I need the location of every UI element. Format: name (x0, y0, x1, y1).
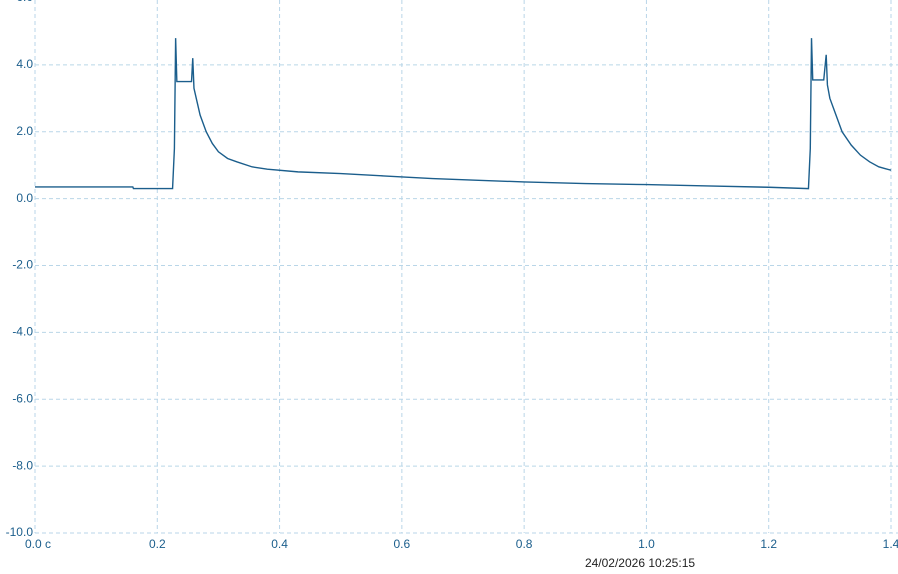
y-tick-label: -10.0 (6, 525, 34, 539)
timestamp: 24/02/2026 10:25:15 (585, 556, 695, 570)
x-tick-label: 1.4 (883, 537, 898, 551)
y-tick-label: 2.0 (16, 124, 33, 138)
x-tick-label: 0.4 (271, 537, 288, 551)
y-tick-label: 6.0 (16, 0, 33, 4)
x-tick-label: 0.8 (516, 537, 533, 551)
y-tick-label: 0.0 (16, 191, 33, 205)
y-tick-label: -6.0 (12, 391, 33, 405)
x-tick-label: 0.2 (149, 537, 166, 551)
x-tick-label: 1.0 (638, 537, 655, 551)
x-tick-label: 0.0 c (25, 537, 51, 551)
trace-line (35, 38, 892, 190)
y-tick-label: -8.0 (12, 458, 33, 472)
x-tick-label: 1.2 (760, 537, 777, 551)
y-tick-label: -2.0 (12, 258, 33, 272)
x-tick-label: 0.6 (394, 537, 411, 551)
y-tick-label: -4.0 (12, 325, 33, 339)
y-tick-label: 4.0 (16, 57, 33, 71)
